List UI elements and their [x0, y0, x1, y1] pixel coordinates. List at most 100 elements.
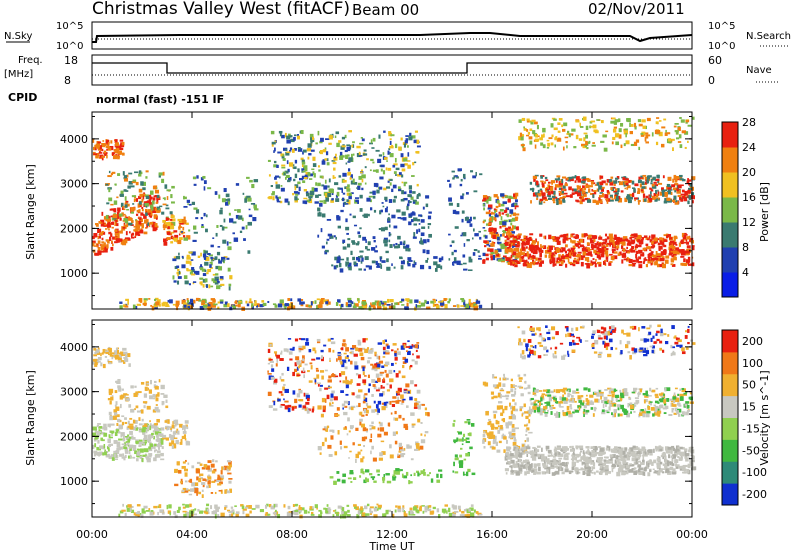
data-cell: [297, 298, 302, 302]
data-cell: [426, 306, 431, 310]
data-cell: [599, 175, 604, 179]
data-cell: [331, 160, 336, 162]
data-cell: [344, 134, 347, 139]
data-cell: [537, 241, 539, 246]
data-cell: [539, 188, 543, 192]
data-cell: [222, 239, 227, 244]
data-cell: [317, 212, 322, 217]
data-cell: [342, 407, 344, 410]
data-cell: [419, 505, 422, 509]
data-cell: [528, 413, 531, 417]
data-cell: [116, 451, 120, 455]
data-cell: [402, 417, 405, 421]
data-cell: [276, 197, 280, 202]
data-cell: [172, 236, 175, 239]
data-cell: [234, 209, 237, 211]
data-cell: [545, 179, 549, 182]
data-cell: [188, 229, 191, 232]
data-cell: [618, 118, 621, 122]
data-cell: [179, 423, 183, 428]
data-cell: [465, 514, 468, 517]
data-cell: [118, 146, 122, 149]
data-cell: [361, 512, 366, 515]
data-cell: [385, 473, 390, 476]
data-cell: [135, 440, 139, 444]
data-cell: [107, 175, 112, 178]
data-cell: [666, 183, 671, 187]
data-cell: [392, 396, 397, 399]
data-cell: [223, 218, 226, 223]
data-cell: [352, 215, 356, 219]
data-cell: [155, 301, 160, 306]
data-cell: [375, 354, 378, 357]
data-cell: [648, 235, 651, 239]
data-cell: [297, 191, 300, 195]
data-cell: [117, 156, 120, 160]
data-cell: [520, 252, 526, 256]
data-cell: [252, 217, 257, 222]
data-cell: [345, 261, 350, 265]
data-cell: [373, 400, 376, 404]
data-cell: [244, 198, 247, 203]
data-cell: [93, 153, 98, 155]
data-cell: [499, 243, 505, 246]
data-cell: [649, 252, 652, 257]
data-cell: [110, 233, 113, 237]
data-cell: [170, 428, 173, 430]
data-cell: [159, 438, 163, 442]
data-cell: [504, 195, 509, 199]
data-cell: [313, 187, 318, 192]
data-cell: [225, 193, 230, 198]
data-cell: [142, 187, 146, 191]
data-cell: [612, 250, 615, 254]
data-cell: [550, 180, 556, 184]
data-cell: [534, 262, 539, 265]
data-cell: [507, 246, 511, 250]
data-cell: [294, 512, 299, 516]
data-cell: [177, 469, 182, 474]
data-cell: [325, 249, 329, 253]
data-cell: [388, 199, 393, 203]
data-cell: [382, 356, 386, 358]
data-cell: [103, 247, 109, 250]
data-cell: [637, 191, 641, 194]
data-cell: [496, 200, 500, 204]
data-cell: [204, 261, 209, 266]
data-cell: [539, 260, 544, 264]
data-cell: [397, 505, 401, 509]
data-cell: [328, 142, 332, 145]
data-cell: [623, 181, 625, 186]
data-cell: [507, 261, 511, 265]
data-cell: [135, 223, 139, 227]
data-cell: [245, 513, 250, 517]
data-cell: [569, 178, 574, 182]
data-cell: [335, 198, 340, 202]
data-cell: [127, 237, 131, 240]
data-cell: [360, 306, 365, 310]
data-cell: [414, 448, 419, 451]
data-cell: [669, 244, 674, 249]
data-cell: [602, 239, 607, 241]
data-cell: [353, 477, 357, 480]
data-cell: [176, 306, 179, 311]
data-cell: [332, 175, 335, 179]
data-cell: [114, 432, 118, 437]
data-cell: [600, 187, 605, 192]
data-cell: [353, 224, 358, 227]
data-cell: [105, 146, 111, 148]
data-cell: [121, 443, 126, 446]
data-cell: [651, 185, 657, 189]
data-cell: [107, 398, 111, 401]
data-cell: [135, 213, 139, 216]
data-cell: [206, 508, 210, 512]
data-cell: [670, 191, 673, 195]
data-cell: [558, 254, 561, 259]
data-cell: [688, 183, 690, 186]
data-cell: [219, 299, 224, 302]
data-cell: [528, 136, 533, 140]
data-cell: [132, 419, 136, 424]
data-cell: [334, 509, 337, 512]
data-cell: [174, 514, 178, 519]
data-cell: [145, 176, 148, 179]
data-cell: [118, 438, 123, 441]
